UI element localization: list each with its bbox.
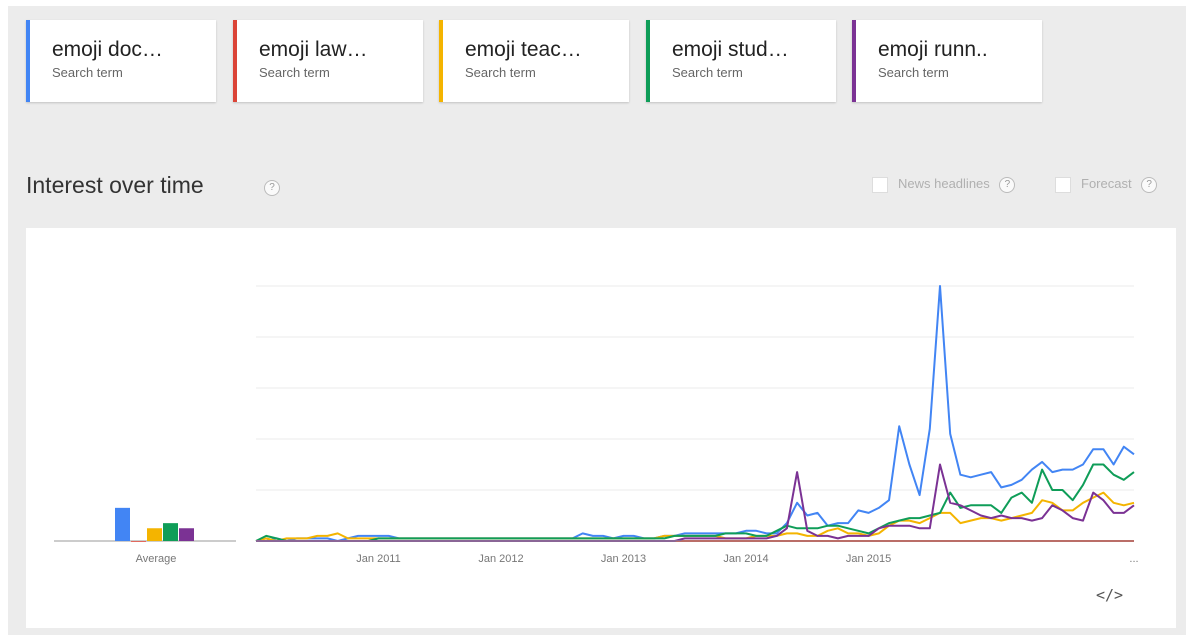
search-term-label: emoji law… (259, 38, 368, 61)
search-term-sublabel: Search term (672, 65, 743, 80)
x-overflow-label: ... (1129, 553, 1138, 565)
x-tick-label: Jan 2011 (356, 553, 400, 565)
search-term-label: emoji runn.. (878, 38, 988, 61)
search-term-sublabel: Search term (52, 65, 123, 80)
search-term-card-5[interactable]: emoji runn.. Search term (852, 20, 1042, 102)
x-tick-label: Jan 2013 (601, 553, 646, 565)
search-term-card-3[interactable]: emoji teac… Search term (439, 20, 629, 102)
series-line-5 (256, 463, 1135, 542)
series-line-1 (256, 285, 1135, 542)
forecast-label: Forecast (1081, 176, 1132, 191)
help-icon[interactable]: ? (999, 176, 1016, 193)
search-term-sublabel: Search term (878, 65, 949, 80)
search-term-sublabel: Search term (465, 65, 536, 80)
section-title: Interest over time (26, 172, 204, 198)
forecast-option[interactable]: Forecast ? (1055, 176, 1158, 193)
series-line-4 (255, 463, 1135, 542)
help-icon[interactable]: ? (264, 180, 280, 196)
chart-card: Average Jan 2011 Jan 2012 Jan 2013 Jan 2014 J… (26, 228, 1176, 628)
news-headlines-label: News headlines (898, 176, 990, 191)
search-term-card-4[interactable]: emoji stud… Search term (646, 20, 836, 102)
search-term-label: emoji stud… (672, 38, 789, 61)
search-term-label: emoji teac… (465, 38, 582, 61)
news-headlines-checkbox[interactable] (872, 176, 888, 193)
search-term-sublabel: Search term (259, 65, 330, 80)
embed-code-icon[interactable]: </> (1096, 586, 1124, 604)
news-headlines-option[interactable]: News headlines ? (872, 176, 1016, 193)
forecast-checkbox[interactable] (1055, 176, 1071, 193)
x-tick-label: Jan 2014 (723, 553, 768, 565)
search-term-card-2[interactable]: emoji law… Search term (233, 20, 423, 102)
average-bar (131, 541, 146, 542)
average-bar (179, 528, 194, 541)
average-bar (147, 528, 162, 541)
search-term-label: emoji doc… (52, 38, 163, 61)
trends-panel: emoji doc… Search term emoji law… Search… (8, 6, 1186, 635)
x-tick-label: Jan 2015 (846, 553, 891, 565)
search-term-card-1[interactable]: emoji doc… Search term (26, 20, 216, 102)
x-tick-label: Jan 2012 (478, 553, 523, 565)
interest-over-time-chart: Average Jan 2011 Jan 2012 Jan 2013 Jan 2014 J… (54, 285, 1139, 565)
help-icon[interactable]: ? (1141, 176, 1158, 193)
average-label: Average (136, 553, 177, 565)
average-bar (163, 523, 178, 541)
average-bar (115, 507, 130, 541)
